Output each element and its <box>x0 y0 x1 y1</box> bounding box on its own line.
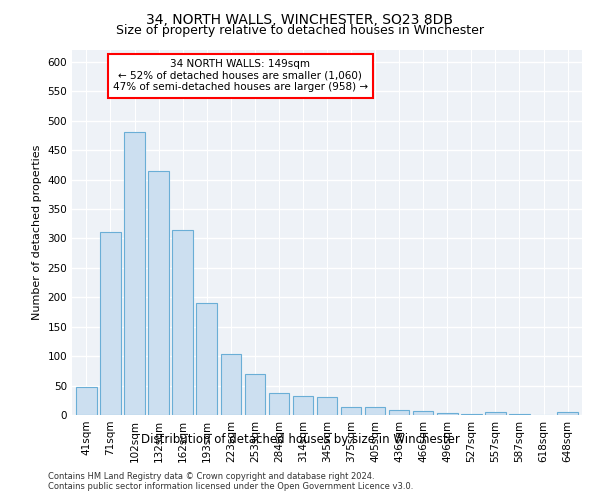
Bar <box>341 407 361 415</box>
Y-axis label: Number of detached properties: Number of detached properties <box>32 145 42 320</box>
Bar <box>196 302 217 415</box>
Bar <box>365 407 385 415</box>
Text: 34, NORTH WALLS, WINCHESTER, SO23 8DB: 34, NORTH WALLS, WINCHESTER, SO23 8DB <box>146 12 454 26</box>
Bar <box>509 414 530 415</box>
Bar <box>461 414 482 415</box>
Bar <box>172 230 193 415</box>
Bar <box>269 392 289 415</box>
Bar <box>293 396 313 415</box>
Bar <box>437 412 458 415</box>
Bar <box>485 412 506 415</box>
Bar <box>76 388 97 415</box>
Text: Contains HM Land Registry data © Crown copyright and database right 2024.: Contains HM Land Registry data © Crown c… <box>48 472 374 481</box>
Bar <box>413 412 433 415</box>
Bar <box>557 412 578 415</box>
Bar <box>124 132 145 415</box>
Text: Contains public sector information licensed under the Open Government Licence v3: Contains public sector information licen… <box>48 482 413 491</box>
Bar <box>389 410 409 415</box>
Bar <box>100 232 121 415</box>
Text: 34 NORTH WALLS: 149sqm
← 52% of detached houses are smaller (1,060)
47% of semi-: 34 NORTH WALLS: 149sqm ← 52% of detached… <box>113 59 368 92</box>
Bar <box>245 374 265 415</box>
Text: Distribution of detached houses by size in Winchester: Distribution of detached houses by size … <box>140 432 460 446</box>
Text: Size of property relative to detached houses in Winchester: Size of property relative to detached ho… <box>116 24 484 37</box>
Bar <box>221 354 241 415</box>
Bar <box>148 172 169 415</box>
Bar <box>317 398 337 415</box>
